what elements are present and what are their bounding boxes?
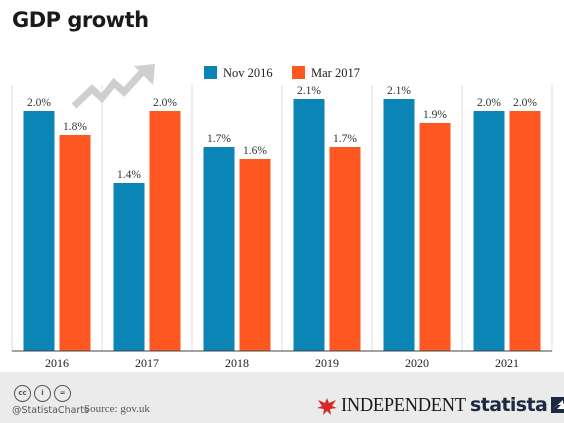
bar-mar-2017-2020 (419, 123, 451, 351)
legend-label: Nov 2016 (223, 66, 273, 80)
twitter-handle: @StatistaCharts (12, 405, 89, 416)
bars (23, 99, 541, 351)
bar-mar-2017-2017 (149, 111, 181, 351)
bar-mar-2017-2021 (509, 111, 541, 351)
x-tick-label: 2019 (315, 356, 339, 370)
statista-mark-icon (551, 397, 564, 413)
cc-icon: cc (14, 385, 31, 402)
grid (11, 85, 553, 351)
independent-logo: INDEPENDENT (316, 394, 477, 417)
x-tick-label: 2018 (225, 356, 249, 370)
data-label: 1.7% (333, 133, 357, 145)
bar-nov-2016-2019 (293, 99, 325, 351)
bar-nov-2016-2020 (383, 99, 415, 351)
bar-mar-2017-2019 (329, 147, 361, 351)
eagle-icon (317, 397, 337, 415)
data-label: 1.9% (423, 109, 447, 121)
data-label: 2.0% (477, 97, 501, 109)
data-label: 1.6% (243, 145, 267, 157)
bar-nov-2016-2017 (113, 183, 145, 351)
legend-swatch (204, 66, 217, 79)
legend-swatch (292, 66, 305, 79)
x-tick-label: 2020 (405, 356, 429, 370)
bar-nov-2016-2021 (473, 111, 505, 351)
data-label: 2.0% (27, 97, 51, 109)
legend-label: Mar 2017 (311, 66, 360, 80)
bar-mar-2017-2016 (59, 135, 91, 351)
data-label: 2.0% (513, 97, 537, 109)
data-label: 2.1% (387, 85, 411, 97)
source-text: Source: gov.uk (84, 403, 150, 415)
data-labels: 2.0% 1.8% 1.4% 2.0% 1.7% 1.6% 2.1% 1.7% 2.1% 1.9%… (27, 85, 537, 181)
x-tick-label: 2016 (45, 356, 69, 370)
x-tick-label: 2017 (135, 356, 159, 370)
data-label: 1.8% (63, 121, 87, 133)
data-label: 1.4% (117, 169, 141, 181)
trend-arrow-icon (71, 64, 155, 109)
license-icons: cc i = (14, 385, 71, 402)
statista-wordmark: statista (470, 394, 548, 416)
independent-wordmark: INDEPENDENT (341, 394, 466, 416)
bar-nov-2016-2018 (203, 147, 235, 351)
bar-mar-2017-2018 (239, 159, 271, 351)
legend: Nov 2016 Mar 2017 (204, 66, 360, 80)
x-tick-labels: 2016 2017 2018 2019 2020 2021 (45, 356, 519, 370)
page-title: GDP growth (12, 8, 149, 32)
footer: cc i = @StatistaCharts Source: gov.uk IN… (0, 372, 564, 423)
data-label: 1.7% (207, 133, 231, 145)
chart: Nov 2016 Mar 2017 2.0% 1.8% 1.4% 2.0% 1.7% 1.6… (11, 64, 553, 370)
data-label: 2.1% (297, 85, 321, 97)
by-icon: i (34, 385, 51, 402)
equals-icon: = (54, 385, 71, 402)
statista-logo: statista (470, 394, 564, 416)
x-tick-label: 2021 (495, 356, 519, 370)
bar-nov-2016-2016 (23, 111, 55, 351)
data-label: 2.0% (153, 97, 177, 109)
